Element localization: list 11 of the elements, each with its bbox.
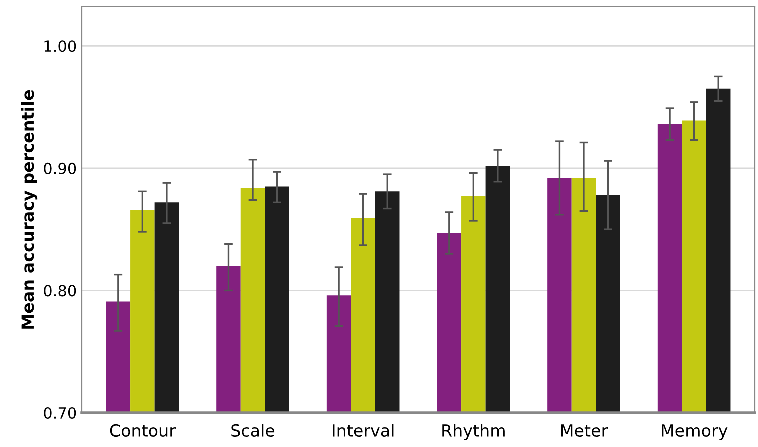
x-tick-label: Rhythm bbox=[442, 424, 505, 440]
x-tick-label: Contour bbox=[110, 424, 176, 438]
x-tick-label: Memory bbox=[662, 424, 728, 440]
y-axis-title: Mean accuracy percentile bbox=[21, 90, 38, 329]
y-tick-label: 0.70 bbox=[44, 407, 76, 420]
x-tick-label: Scale bbox=[232, 424, 275, 438]
y-tick-label: 0.90 bbox=[44, 162, 76, 174]
x-tick-label: Meter bbox=[561, 424, 608, 438]
x-tick-label: Interval bbox=[333, 424, 394, 438]
y-tick-label: 1.00 bbox=[44, 40, 76, 52]
y-tick-label: 0.80 bbox=[44, 285, 76, 297]
